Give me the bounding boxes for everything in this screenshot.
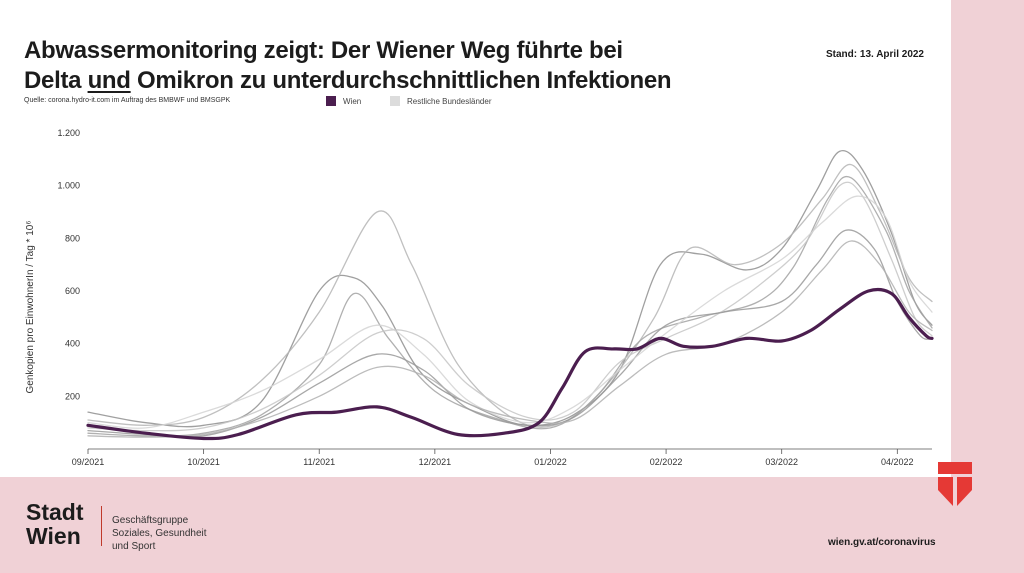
y-tick-label: 1.000 [57, 181, 80, 191]
y-tick-label: 800 [65, 233, 80, 243]
website-url: wien.gv.at/coronavirus [828, 537, 936, 548]
legend-swatch-rest [390, 96, 400, 106]
legend-swatch-wien [326, 96, 336, 106]
dept-line-1: Geschäftsgruppe [112, 515, 189, 526]
legend-label-rest: Restliche Bundesländer [407, 96, 492, 106]
chart-card [0, 0, 951, 477]
line-chart: 09/2021 10/2021 11/2021 12/2021 01/2022 02/20… [25, 128, 934, 467]
title-line-2-a: Delta [24, 67, 88, 94]
series-line-bundesland [87, 240, 933, 438]
dept-line-2: Soziales, Gesundheit [112, 528, 207, 539]
x-tick-label: 09/2021 [72, 457, 105, 467]
x-tick-label: 04/2022 [881, 457, 914, 467]
logo-line-2: Wien [26, 523, 81, 549]
series-line-bundesland [87, 229, 933, 438]
title-line-1: Abwassermonitoring zeigt: Der Wiener Weg… [24, 37, 623, 64]
title-line-2-b: Omikron zu unterdurchschnittlichen Infek… [130, 67, 672, 94]
series-line-wien [86, 287, 934, 441]
y-tick-label: 200 [65, 391, 80, 401]
x-tick-label: 10/2021 [187, 457, 220, 467]
logo-divider [101, 506, 102, 546]
y-tick-label: 400 [65, 339, 80, 349]
logo-line-1: Stadt [26, 499, 84, 525]
x-tick-label: 11/2021 [303, 457, 335, 467]
y-tick-label: 600 [65, 286, 80, 296]
x-tick-label: 02/2022 [650, 457, 683, 467]
legend-item-rest: Restliche Bundesländer [390, 96, 492, 106]
dept-line-3: und Sport [112, 541, 156, 552]
x-tick-label: 03/2022 [765, 457, 798, 467]
series-line-bundesland [87, 163, 933, 428]
chart-title: Abwassermonitoring zeigt: Der Wiener Weg… [24, 36, 784, 96]
wien-shield-icon [938, 462, 972, 506]
department-name: Geschäftsgruppe Soziales, Gesundheit und… [112, 514, 207, 553]
title-line-2-underlined: und [87, 67, 131, 94]
series-line-bundesland [87, 175, 933, 437]
x-tick-label: 12/2021 [419, 457, 452, 467]
title-line-2: Delta und Omikron zu unterdurchschnittli… [24, 66, 784, 96]
stadt-wien-logo: Stadt Wien [26, 500, 84, 548]
y-tick-label: 1.200 [57, 128, 80, 138]
stand-date: Stand: 13. April 2022 [826, 49, 924, 60]
legend-label-wien: Wien [343, 96, 362, 106]
y-axis-label: Genkopien pro EinwohnerIn / Tag * 10⁶ [25, 221, 36, 394]
x-tick-label: 01/2022 [534, 457, 567, 467]
series-line-bundesland [87, 195, 933, 429]
source-note: Quelle: corona.hydro-it.com im Auftrag d… [24, 97, 231, 104]
legend-item-wien: Wien [326, 96, 361, 106]
